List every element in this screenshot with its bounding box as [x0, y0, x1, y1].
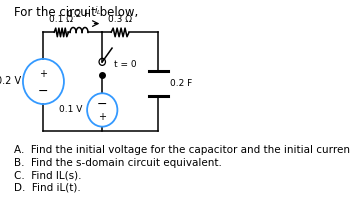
Text: −: − [97, 98, 107, 111]
Text: −: − [38, 85, 49, 98]
Text: 0.1 V: 0.1 V [59, 106, 83, 114]
Text: 0.2 F: 0.2 F [170, 79, 192, 88]
Text: $i_L$: $i_L$ [94, 4, 102, 17]
Text: t = 0: t = 0 [114, 60, 136, 69]
Text: 0.2 H: 0.2 H [67, 10, 91, 19]
Text: 0.3 Ω: 0.3 Ω [108, 15, 132, 24]
Text: C.  Find IL(s).: C. Find IL(s). [14, 170, 82, 180]
Text: For the circuit below,: For the circuit below, [14, 6, 138, 19]
Text: D.  Find iL(t).: D. Find iL(t). [14, 182, 81, 192]
Text: +: + [98, 112, 106, 122]
Text: +: + [40, 69, 48, 79]
Text: 0.1 Ω: 0.1 Ω [49, 15, 73, 24]
Text: 0.2 V: 0.2 V [0, 76, 21, 87]
Text: B.  Find the s-domain circuit equivalent.: B. Find the s-domain circuit equivalent. [14, 158, 222, 168]
Text: A.  Find the initial voltage for the capacitor and the initial current for the i: A. Find the initial voltage for the capa… [14, 145, 350, 155]
